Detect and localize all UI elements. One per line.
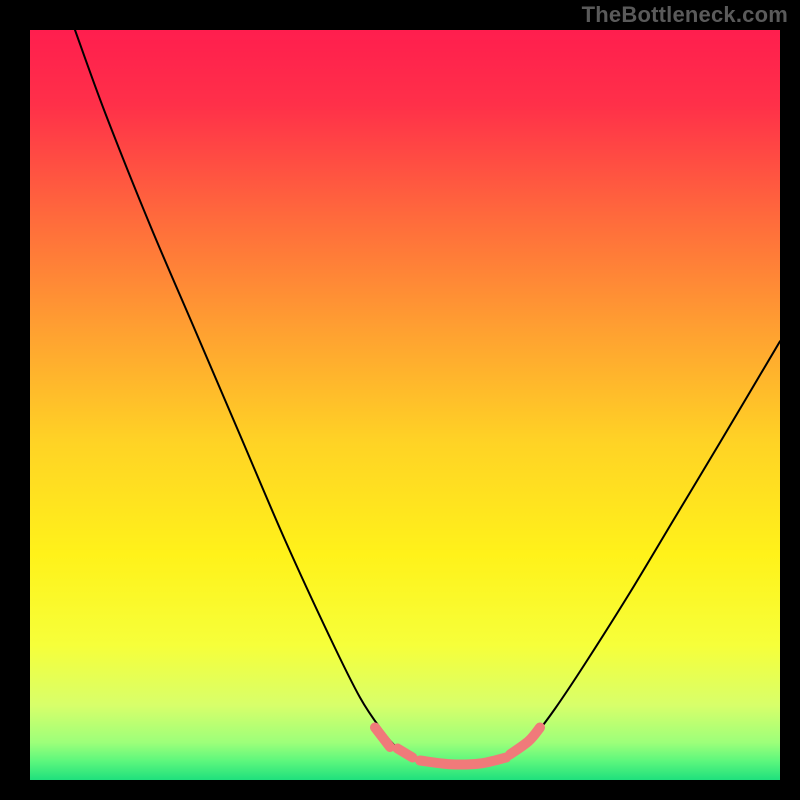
chart-frame: TheBottleneck.com (0, 0, 800, 800)
bottleneck-chart (30, 30, 780, 780)
chart-svg (30, 30, 780, 780)
watermark-text: TheBottleneck.com (582, 2, 788, 28)
gradient-background (30, 30, 780, 780)
